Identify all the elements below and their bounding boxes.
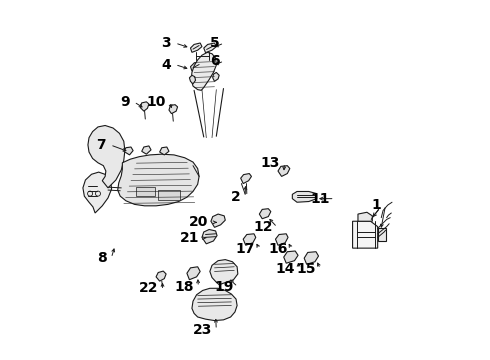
Polygon shape <box>169 105 177 114</box>
Polygon shape <box>353 221 378 248</box>
Polygon shape <box>140 102 149 111</box>
Text: 4: 4 <box>161 58 171 72</box>
Polygon shape <box>190 75 196 84</box>
Polygon shape <box>156 271 166 281</box>
Text: 5: 5 <box>210 36 220 50</box>
Polygon shape <box>158 190 180 200</box>
Polygon shape <box>202 229 217 244</box>
Text: 9: 9 <box>120 95 129 109</box>
Polygon shape <box>204 60 216 69</box>
Text: 19: 19 <box>214 280 234 294</box>
Polygon shape <box>191 43 202 52</box>
Text: 18: 18 <box>174 280 194 294</box>
Text: 14: 14 <box>275 262 294 276</box>
Polygon shape <box>213 72 219 81</box>
Polygon shape <box>160 147 169 155</box>
Text: 22: 22 <box>139 281 158 295</box>
Text: 6: 6 <box>210 54 220 68</box>
Text: 2: 2 <box>231 190 241 204</box>
Polygon shape <box>284 251 298 263</box>
Polygon shape <box>259 209 271 219</box>
Polygon shape <box>293 192 317 202</box>
Polygon shape <box>191 62 202 71</box>
Polygon shape <box>378 228 386 241</box>
Polygon shape <box>187 267 200 280</box>
Text: 3: 3 <box>161 36 171 50</box>
Text: 23: 23 <box>193 323 212 337</box>
Polygon shape <box>118 154 199 206</box>
Polygon shape <box>204 43 216 53</box>
Polygon shape <box>83 172 112 213</box>
Text: 1: 1 <box>371 198 381 212</box>
Polygon shape <box>192 288 237 320</box>
Text: 20: 20 <box>189 215 208 229</box>
Polygon shape <box>275 234 288 245</box>
Polygon shape <box>278 166 290 176</box>
Text: 8: 8 <box>97 251 107 265</box>
Polygon shape <box>191 52 216 90</box>
Polygon shape <box>142 146 151 154</box>
Polygon shape <box>124 147 133 155</box>
Polygon shape <box>243 234 256 245</box>
Text: 21: 21 <box>180 231 199 245</box>
Text: 12: 12 <box>253 220 273 234</box>
Polygon shape <box>358 212 372 221</box>
Text: 10: 10 <box>146 95 166 109</box>
Text: 16: 16 <box>268 242 287 256</box>
Text: 7: 7 <box>96 138 106 152</box>
Text: 17: 17 <box>236 242 255 256</box>
Text: 11: 11 <box>311 192 330 206</box>
Polygon shape <box>241 174 251 184</box>
Polygon shape <box>304 252 319 264</box>
Polygon shape <box>88 126 125 188</box>
Polygon shape <box>211 214 225 227</box>
Text: 15: 15 <box>296 262 316 276</box>
Polygon shape <box>210 260 238 285</box>
Polygon shape <box>136 187 155 196</box>
Text: 13: 13 <box>261 156 280 170</box>
